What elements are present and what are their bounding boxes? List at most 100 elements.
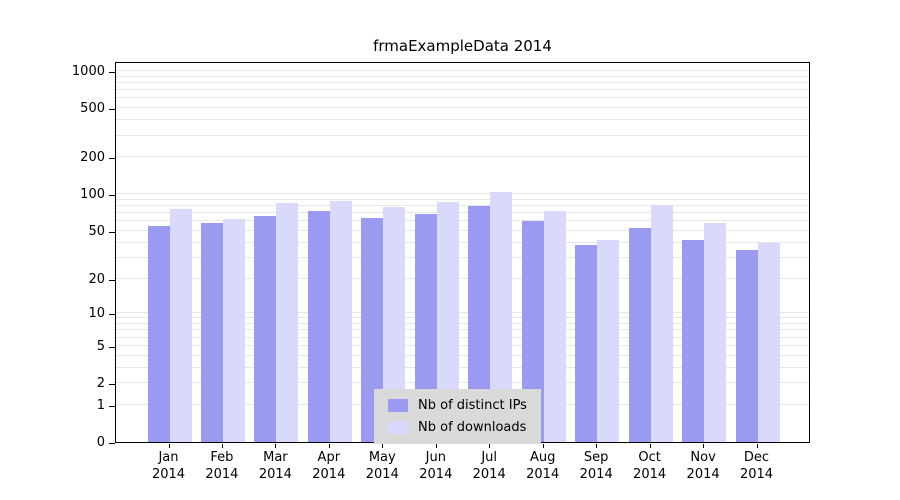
legend-swatch-downloads xyxy=(388,421,408,434)
x-label-month: May xyxy=(368,450,396,465)
gridline xyxy=(116,329,809,331)
gridline xyxy=(116,323,809,324)
x-label-sep: Sep 2014 xyxy=(564,449,628,483)
x-label-month: Aug xyxy=(529,450,556,465)
x-label-month: Sep xyxy=(583,450,609,465)
x-label-nov: Nov 2014 xyxy=(671,449,735,483)
bar-nb-of-distinct-ips-dec xyxy=(735,249,758,442)
legend: Nb of distinct IPs Nb of downloads xyxy=(374,389,541,444)
y-tick-label-10: 10 xyxy=(88,306,105,322)
gridline xyxy=(116,354,809,356)
y-tick-label-5: 5 xyxy=(96,338,105,354)
gridline xyxy=(116,212,809,214)
x-label-month: Dec xyxy=(743,450,770,465)
y-tick-label-200: 200 xyxy=(80,150,105,166)
x-label-year: 2014 xyxy=(205,467,239,482)
bar-nb-of-downloads-jun xyxy=(436,202,459,442)
y-tick-label-2: 2 xyxy=(96,376,105,391)
x-label-month: Mar xyxy=(263,450,288,465)
y-tick-label-20: 20 xyxy=(88,271,105,287)
bar-nb-of-downloads-dec xyxy=(757,242,780,442)
bar-nb-of-downloads-apr xyxy=(329,201,352,442)
y-tick-mark-0 xyxy=(109,443,115,444)
bar-nb-of-downloads-jan xyxy=(169,209,192,442)
bar-nb-of-distinct-ips-jun xyxy=(414,213,437,442)
x-label-aug: Aug 2014 xyxy=(511,449,575,483)
x-label-month: Feb xyxy=(210,450,234,465)
x-tick-mark-feb xyxy=(221,444,223,448)
gridline xyxy=(116,344,809,346)
x-label-year: 2014 xyxy=(312,467,346,482)
legend-label-distinct-ips: Nb of distinct IPs xyxy=(418,398,527,413)
gridline xyxy=(116,193,809,195)
x-label-month: Apr xyxy=(317,450,341,465)
bar-nb-of-downloads-feb xyxy=(222,218,245,442)
gridline xyxy=(116,205,809,206)
x-label-jul: Jul 2014 xyxy=(457,449,521,483)
x-tick-mark-jun xyxy=(435,444,437,448)
x-label-may: May 2014 xyxy=(350,449,414,483)
gridline xyxy=(116,220,809,222)
gridline xyxy=(116,107,809,109)
x-label-dec: Dec 2014 xyxy=(725,449,789,483)
x-label-month: Jun xyxy=(425,450,446,465)
x-label-oct: Oct 2014 xyxy=(618,449,682,483)
bar-nb-of-distinct-ips-jan xyxy=(147,225,170,442)
gridline xyxy=(116,229,809,231)
x-label-year: 2014 xyxy=(258,467,292,482)
bar-nb-of-downloads-may xyxy=(383,207,406,442)
gridline xyxy=(116,382,809,383)
x-tick-mark-sep xyxy=(596,444,598,448)
y-tick-label-0: 0 xyxy=(96,435,105,450)
y-tick-label-1: 1 xyxy=(96,397,105,413)
x-tick-mark-jan xyxy=(168,444,170,448)
x-tick-mark-dec xyxy=(756,444,758,448)
gridline xyxy=(116,119,809,121)
bar-nb-of-distinct-ips-sep xyxy=(575,245,598,442)
x-label-year: 2014 xyxy=(151,467,186,482)
x-tick-mark-jul xyxy=(489,444,491,448)
y-tick-label-1000: 1000 xyxy=(71,64,105,79)
bar-nb-of-distinct-ips-apr xyxy=(307,210,330,442)
gridline xyxy=(116,336,809,338)
x-label-year: 2014 xyxy=(633,467,667,482)
legend-item-downloads: Nb of downloads xyxy=(388,420,527,435)
gridline xyxy=(116,241,809,243)
chart-title: frmaExampleData 2014 xyxy=(373,37,552,55)
gridline xyxy=(116,134,809,136)
bar-nb-of-distinct-ips-nov xyxy=(682,240,705,442)
bar-nb-of-downloads-aug xyxy=(543,210,566,442)
x-tick-mark-nov xyxy=(703,444,705,448)
x-label-year: 2014 xyxy=(686,467,720,482)
gridline xyxy=(116,312,809,314)
x-label-year: 2014 xyxy=(579,467,613,482)
x-label-mar: Mar 2014 xyxy=(243,449,307,483)
legend-label-downloads: Nb of downloads xyxy=(418,420,527,435)
legend-item-distinct-ips: Nb of distinct IPs xyxy=(388,398,527,413)
gridline xyxy=(116,156,809,158)
x-label-year: 2014 xyxy=(419,467,453,482)
gridline xyxy=(116,82,809,83)
y-tick-label-500: 500 xyxy=(80,101,105,117)
x-label-year: 2014 xyxy=(526,467,560,482)
x-label-year: 2014 xyxy=(472,467,506,482)
gridline xyxy=(116,97,809,99)
gridline xyxy=(116,317,809,319)
plot-area: Nb of distinct IPs Nb of downloads xyxy=(115,62,810,444)
x-label-month: Jul xyxy=(481,450,498,465)
bar-nb-of-downloads-jul xyxy=(490,192,513,442)
y-tick-label-50: 50 xyxy=(88,223,105,239)
bar-nb-of-downloads-sep xyxy=(597,240,620,442)
legend-swatch-distinct-ips xyxy=(388,399,408,412)
gridline xyxy=(116,366,809,368)
x-tick-mark-aug xyxy=(542,444,544,448)
x-label-year: 2014 xyxy=(739,467,774,482)
x-tick-mark-may xyxy=(382,444,384,448)
gridline xyxy=(116,256,809,258)
bar-nb-of-distinct-ips-feb xyxy=(200,223,223,442)
gridline xyxy=(116,70,809,71)
bar-nb-of-distinct-ips-may xyxy=(361,217,384,442)
x-label-apr: Apr 2014 xyxy=(297,449,361,483)
bar-nb-of-distinct-ips-oct xyxy=(628,227,651,442)
x-label-jan: Jan 2014 xyxy=(137,449,201,483)
